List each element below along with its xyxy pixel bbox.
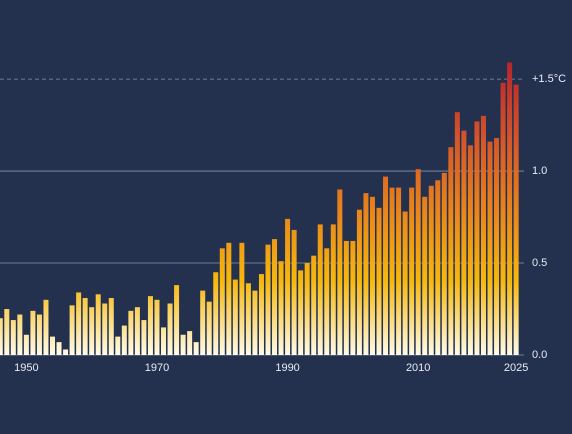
bar — [487, 141, 493, 355]
bar — [389, 187, 395, 355]
bar — [272, 239, 278, 355]
bar — [311, 255, 317, 355]
bar — [82, 297, 88, 355]
bar — [36, 314, 42, 355]
bar — [356, 209, 362, 355]
bar — [461, 130, 467, 355]
bar — [343, 240, 349, 355]
bar — [513, 84, 519, 356]
bar — [95, 294, 101, 355]
bar — [161, 327, 167, 355]
bar — [265, 244, 271, 355]
bar — [56, 342, 62, 355]
bar — [0, 318, 3, 355]
bar — [480, 115, 486, 355]
bar — [128, 310, 134, 355]
bar — [180, 334, 186, 355]
bar — [174, 285, 180, 355]
y-tick-label: +1.5°C — [532, 73, 566, 85]
bar — [474, 121, 480, 356]
bar — [252, 290, 258, 355]
bar — [304, 263, 310, 355]
bar — [494, 137, 500, 355]
bar — [187, 331, 193, 355]
x-tick-label: 2010 — [406, 362, 430, 374]
x-tick-label: 1970 — [145, 362, 169, 374]
bar — [17, 314, 23, 355]
bar — [383, 176, 389, 355]
bar — [291, 229, 297, 355]
bar — [219, 248, 225, 355]
bar — [298, 270, 304, 355]
bar — [337, 189, 343, 355]
bar — [108, 297, 114, 355]
bar — [278, 261, 284, 355]
bar — [422, 196, 428, 355]
bar — [285, 218, 291, 355]
bar — [402, 211, 408, 355]
bar — [448, 147, 454, 355]
bar — [330, 224, 336, 355]
bar — [507, 62, 513, 356]
bar — [50, 336, 56, 355]
bar — [134, 307, 140, 355]
x-tick-label: 1990 — [275, 362, 299, 374]
bar — [363, 193, 369, 355]
x-tick-label: 1950 — [14, 362, 38, 374]
bar — [102, 303, 108, 355]
bar — [23, 334, 29, 355]
x-tick-label: 2025 — [504, 362, 528, 374]
bar — [43, 299, 49, 355]
bar — [428, 185, 434, 355]
bar — [121, 325, 127, 355]
bar — [415, 169, 421, 355]
bar — [350, 240, 356, 355]
bar — [200, 290, 206, 355]
bar — [435, 180, 441, 355]
bar — [193, 342, 199, 355]
bar — [239, 242, 245, 355]
bar — [69, 305, 75, 355]
bar — [206, 301, 212, 355]
bar — [10, 320, 16, 355]
bar — [147, 296, 153, 355]
y-tick-label: 0.0 — [532, 349, 547, 361]
bar — [441, 172, 447, 355]
bar — [376, 207, 382, 355]
bar — [317, 224, 323, 355]
bar — [63, 349, 69, 355]
bar — [213, 272, 219, 355]
bar — [258, 274, 264, 355]
bar — [396, 187, 402, 355]
bar — [141, 320, 147, 355]
bar — [30, 310, 36, 355]
bar — [232, 279, 238, 355]
bar — [76, 292, 82, 355]
bar — [167, 303, 173, 355]
bar — [454, 112, 460, 355]
y-tick-label: 1.0 — [532, 165, 547, 177]
bar — [409, 187, 415, 355]
bar — [467, 145, 473, 355]
y-tick-label: 0.5 — [532, 257, 547, 269]
bar — [89, 307, 95, 355]
bar — [369, 196, 375, 355]
bar — [324, 248, 330, 355]
bar — [4, 309, 10, 355]
bar — [115, 336, 121, 355]
bar — [226, 242, 232, 355]
bar — [154, 299, 160, 355]
bar — [245, 283, 251, 355]
bar — [500, 82, 506, 355]
